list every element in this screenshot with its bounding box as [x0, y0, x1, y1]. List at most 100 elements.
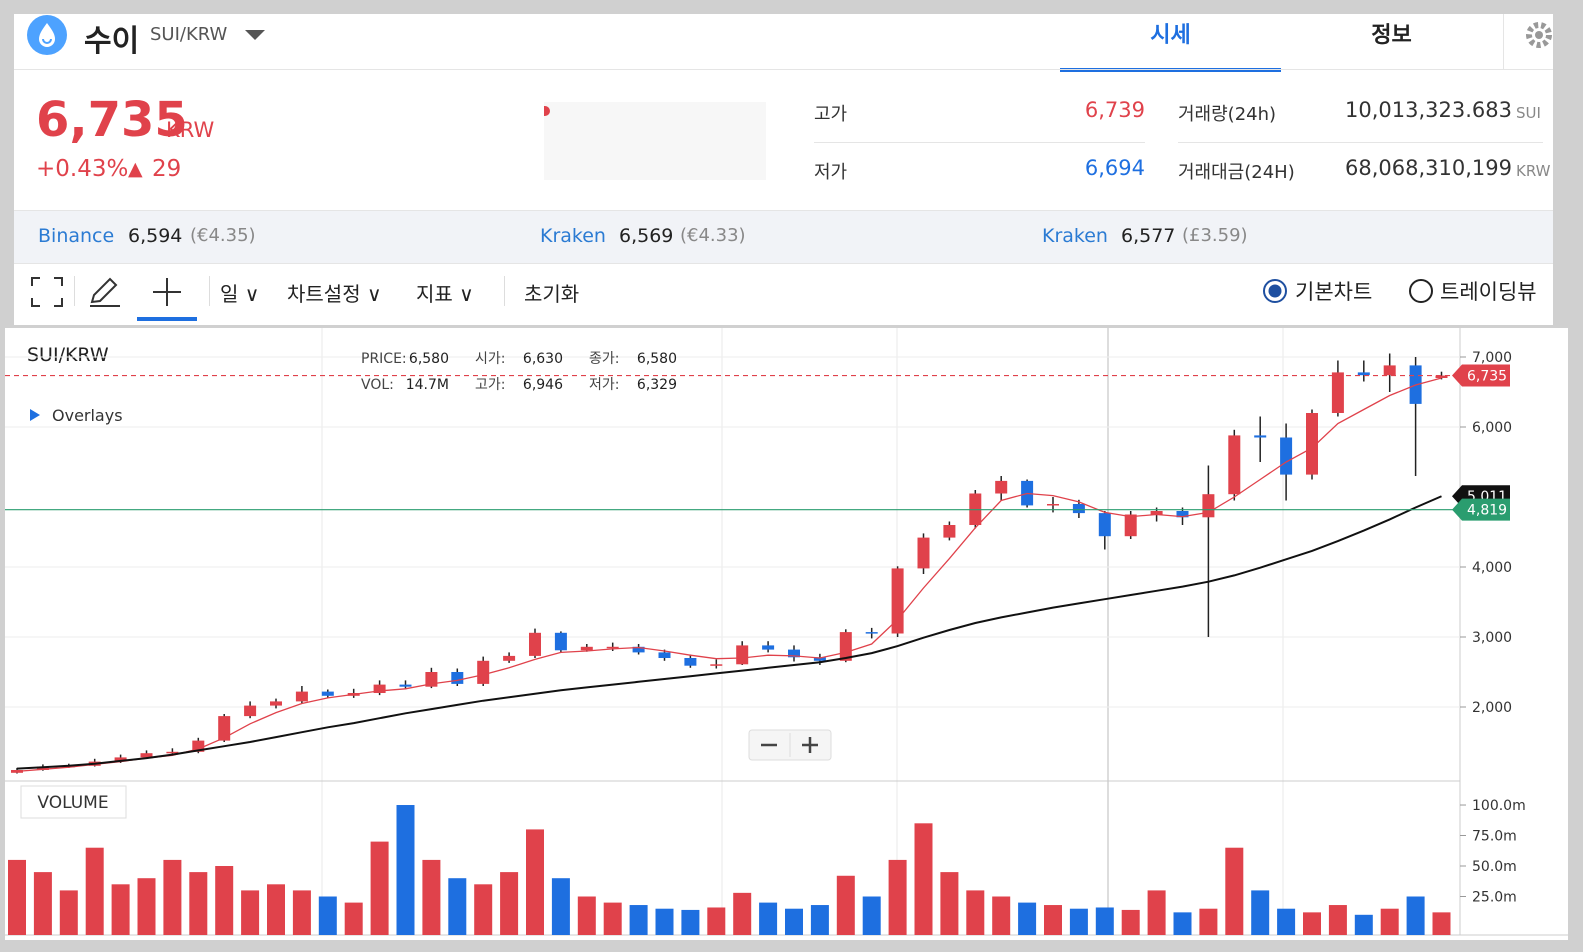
- volume-bar: [733, 892, 752, 935]
- candle-body: [632, 646, 645, 653]
- radio-label[interactable]: 기본차트: [1295, 280, 1373, 304]
- stat-value: 6,694: [1084, 156, 1145, 180]
- menu-text: 일: [220, 282, 239, 306]
- change-value: 29: [152, 156, 182, 182]
- change-pct: +0.43%: [36, 156, 129, 182]
- settings-button[interactable]: [1503, 14, 1554, 70]
- volume-bar: [396, 805, 415, 935]
- candle-body: [529, 632, 541, 656]
- volume-bar: [1432, 912, 1451, 935]
- candle-body: [1280, 437, 1293, 475]
- indicators-menu[interactable]: 지표 ∨: [416, 282, 474, 306]
- zoom-in[interactable]: [802, 737, 818, 753]
- volume-bar: [836, 875, 855, 935]
- reset-button[interactable]: 초기화: [524, 282, 580, 306]
- separator: [209, 276, 210, 306]
- candle-body: [606, 646, 619, 649]
- overlays-label[interactable]: Overlays: [52, 406, 123, 425]
- candle-body: [865, 632, 878, 634]
- candle-body: [1435, 375, 1448, 378]
- volume-bar: [1251, 890, 1270, 935]
- price-unit: KRW: [166, 118, 215, 142]
- overlays-toggle[interactable]: [30, 409, 40, 421]
- volume-bar: [1225, 847, 1244, 935]
- candle-body: [580, 646, 593, 651]
- candle-body: [943, 525, 956, 538]
- volume-bar: [966, 890, 985, 935]
- mini-dot: [544, 106, 550, 116]
- exchange-row: Binance 6,594 (€4.35) Kraken 6,569 (€4.3…: [14, 210, 1553, 264]
- candle-body: [11, 770, 23, 773]
- candle-body: [788, 649, 800, 658]
- settings-menu[interactable]: 차트설정 ∨: [287, 282, 382, 306]
- info-value: 6,946: [523, 377, 563, 393]
- menu-text: 지표: [416, 282, 453, 306]
- candle-body: [477, 660, 490, 684]
- y-tick-label: 4,000: [1472, 560, 1512, 576]
- volume-bar: [59, 890, 78, 935]
- volume-bar: [888, 859, 907, 935]
- volume-box: [20, 785, 127, 819]
- exchange-price: 6,577: [1121, 225, 1176, 247]
- y-tick-label: 50.0m: [1472, 859, 1517, 875]
- interval-menu[interactable]: 일 ∨: [220, 282, 260, 306]
- radio[interactable]: [1408, 278, 1436, 306]
- y-tick-label: 6,000: [1472, 420, 1512, 436]
- radio-label[interactable]: 트레이딩뷰: [1440, 280, 1537, 304]
- radio-checked[interactable]: [1262, 278, 1290, 306]
- candle-body: [451, 672, 464, 684]
- volume-bar: [1303, 912, 1321, 935]
- exchange-foreign: (£3.59): [1182, 225, 1248, 246]
- stat-value: 10,013,323.683: [1345, 98, 1512, 122]
- candle-body: [192, 740, 205, 752]
- volume-bar: [8, 859, 26, 935]
- price-tag: [1452, 498, 1510, 521]
- candle-body: [554, 632, 567, 651]
- volume-bar: [914, 823, 933, 935]
- exchange-foreign: (€4.35): [190, 225, 256, 246]
- candle-body: [1176, 511, 1189, 518]
- candle-body: [1150, 511, 1163, 515]
- tab[interactable]: 정보: [1371, 23, 1412, 48]
- candle-body: [1228, 435, 1241, 495]
- volume-bar: [1277, 908, 1296, 935]
- crosshair-icon[interactable]: [137, 274, 197, 322]
- candle-body: [1098, 513, 1111, 537]
- volume-bar: [85, 847, 104, 935]
- info-label: VOL:: [361, 377, 394, 393]
- zoom-controls: [748, 729, 832, 761]
- info-label: PRICE:: [361, 351, 407, 367]
- candle-body: [36, 766, 49, 770]
- fullscreen-icon[interactable]: [30, 276, 64, 308]
- volume-bar: [422, 859, 441, 935]
- draw-icon[interactable]: [88, 276, 122, 308]
- candle-body: [891, 568, 904, 634]
- volume-bar: [1147, 890, 1166, 935]
- volume-bar: [1406, 896, 1425, 935]
- dropdown-caret[interactable]: [244, 28, 266, 42]
- info-label: 저가:: [589, 377, 619, 393]
- separator: [74, 276, 75, 306]
- tab-active[interactable]: 시세: [1060, 14, 1281, 72]
- exchange-name[interactable]: Kraken: [540, 225, 606, 247]
- volume-bar: [1380, 908, 1399, 935]
- exchange-name[interactable]: Binance: [38, 225, 115, 247]
- candle-body: [140, 753, 153, 758]
- candle-body: [399, 684, 412, 687]
- exchange-price: 6,569: [619, 225, 674, 247]
- exchange-name[interactable]: Kraken: [1042, 225, 1108, 247]
- volume-bar: [785, 908, 803, 935]
- volume-bar: [940, 872, 959, 935]
- gear-icon: [1526, 22, 1552, 48]
- candle-body: [762, 645, 775, 650]
- volume-bar: [655, 908, 674, 935]
- candle-body: [658, 652, 671, 658]
- volume-bar: [500, 872, 519, 935]
- stat-label: 거래량(24h): [1178, 104, 1277, 125]
- volume-bar: [215, 866, 234, 935]
- volume-bar: [1069, 908, 1088, 935]
- volume-bar: [318, 896, 337, 935]
- stat-label: 고가: [814, 104, 848, 125]
